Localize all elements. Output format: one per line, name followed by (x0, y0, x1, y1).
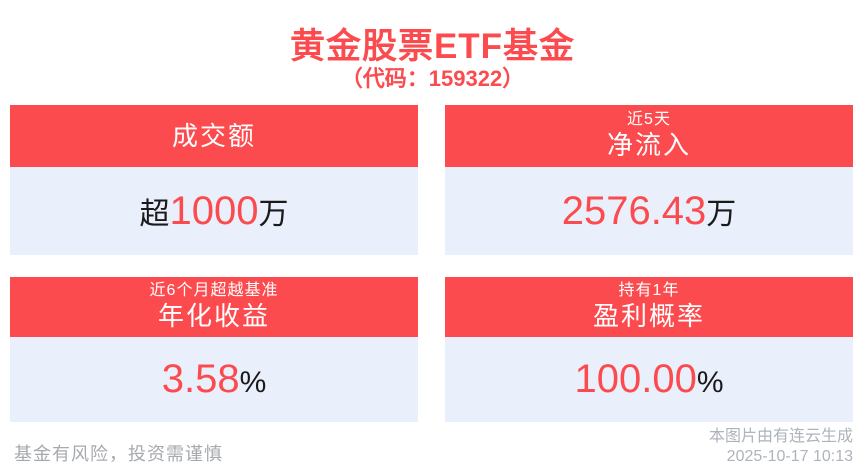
card-tag: 持有1年 (618, 282, 680, 300)
value-number: 100.00 (574, 357, 697, 401)
risk-disclaimer: 基金有风险，投资需谨慎 (14, 444, 223, 464)
timestamp: 2025-10-17 10:13 (726, 448, 853, 465)
card-label: 净流入 (606, 130, 691, 161)
value-line: 2576.43万 (562, 189, 737, 234)
fund-code: （代码：159322） (340, 66, 525, 91)
card-tag: 近5天 (627, 111, 671, 129)
credit-text: 本图片由有连云生成 (708, 428, 853, 445)
value-line: 3.58% (162, 357, 267, 402)
card-header: 成交额 (10, 105, 418, 167)
value-number: 3.58 (161, 357, 240, 401)
stat-card-net-inflow: 近5天 净流入 2576.43万 (445, 105, 853, 255)
value-unit: 万 (706, 197, 737, 231)
value-unit: 万 (258, 197, 289, 231)
card-value: 2576.43万 (445, 167, 853, 255)
stat-card-turnover: 成交额 超1000万 (10, 105, 418, 255)
card-header: 近5天 净流入 (445, 105, 853, 167)
stat-card-profit-probability: 持有1年 盈利概率 100.00% (445, 277, 853, 422)
value-line: 超1000万 (140, 189, 289, 234)
card-value: 3.58% (10, 337, 418, 422)
value-unit: % (239, 366, 267, 399)
card-tag: 近6个月超越基准 (149, 282, 279, 300)
card-header: 持有1年 盈利概率 (445, 277, 853, 337)
value-number: 1000 (169, 188, 259, 233)
credit-block: 本图片由有连云生成 2025-10-17 10:13 (709, 427, 853, 467)
stat-card-annualized-return: 近6个月超越基准 年化收益 3.58% (10, 277, 418, 422)
value-line: 100.00% (574, 357, 723, 402)
card-header: 近6个月超越基准 年化收益 (10, 277, 418, 337)
value-unit: % (696, 366, 724, 399)
card-label: 盈利概率 (592, 301, 705, 332)
card-label: 成交额 (171, 120, 256, 151)
page-title: 黄金股票ETF基金 (289, 27, 576, 66)
card-value: 100.00% (445, 337, 853, 422)
card-label: 年化收益 (157, 301, 270, 332)
card-value: 超1000万 (10, 167, 418, 255)
value-number: 2576.43 (561, 188, 707, 233)
value-prefix: 超 (139, 197, 170, 231)
